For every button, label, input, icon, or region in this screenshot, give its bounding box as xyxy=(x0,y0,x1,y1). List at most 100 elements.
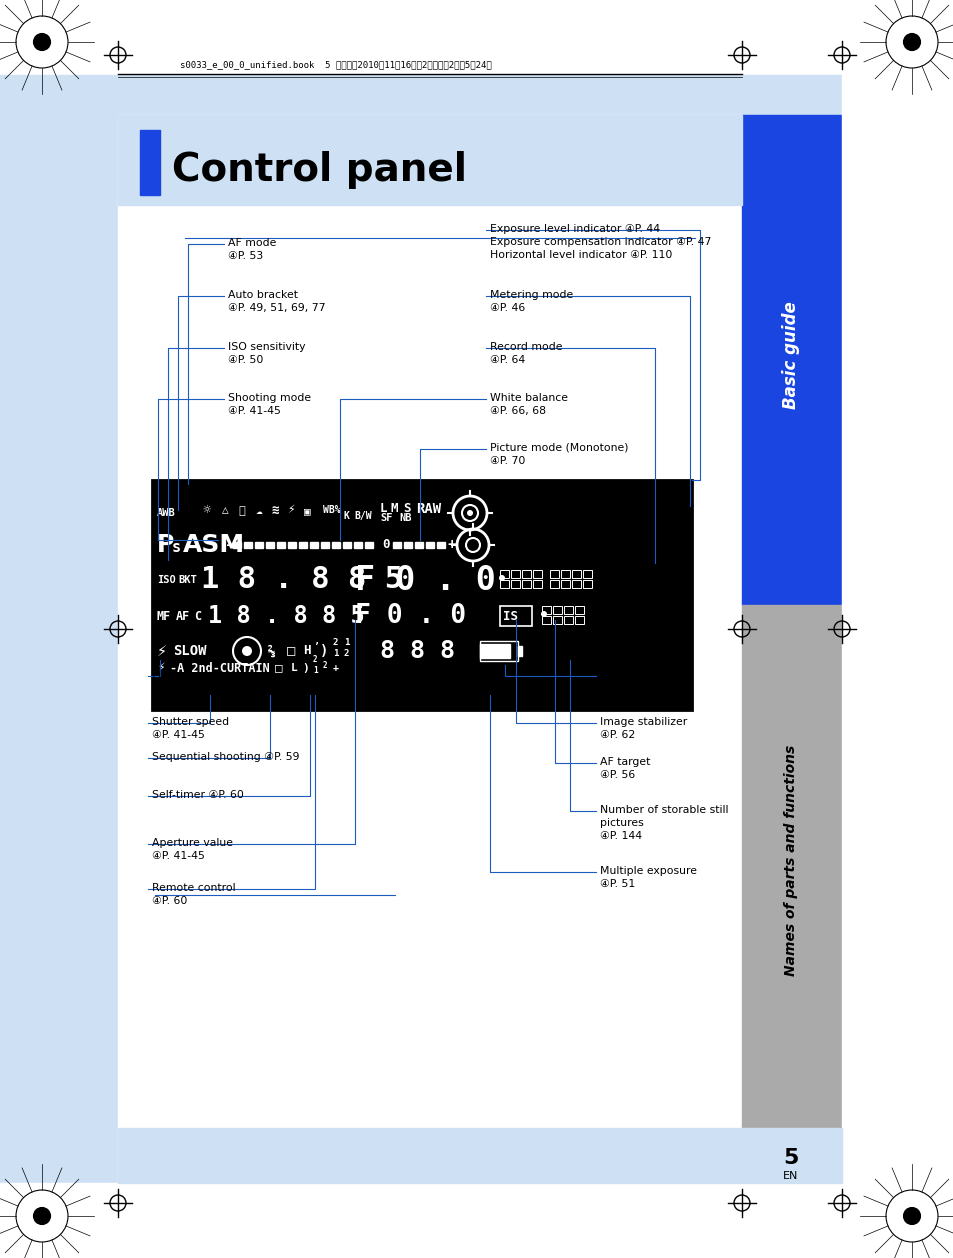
Text: ④P. 60: ④P. 60 xyxy=(152,896,187,906)
Bar xyxy=(541,616,551,624)
Bar xyxy=(572,570,580,577)
Bar xyxy=(298,542,307,548)
Text: H: H xyxy=(303,644,310,658)
Bar xyxy=(560,580,569,587)
Bar xyxy=(254,542,263,548)
Bar xyxy=(310,542,317,548)
Circle shape xyxy=(242,647,252,655)
Bar xyxy=(365,542,373,548)
Bar xyxy=(320,542,329,548)
Bar xyxy=(572,580,580,587)
Text: 1 8 . 8 8 5: 1 8 . 8 8 5 xyxy=(208,604,364,628)
Text: White balance: White balance xyxy=(490,392,567,403)
Circle shape xyxy=(902,1206,921,1225)
Bar xyxy=(541,606,551,614)
Text: M: M xyxy=(391,502,398,516)
Bar xyxy=(415,542,422,548)
Text: ④P. 41-45: ④P. 41-45 xyxy=(152,730,205,740)
Bar xyxy=(521,580,531,587)
Text: SF: SF xyxy=(379,513,392,523)
Text: △: △ xyxy=(222,504,229,515)
Text: Remote control: Remote control xyxy=(152,883,235,893)
Bar xyxy=(288,542,295,548)
Text: ▣: ▣ xyxy=(304,506,311,516)
Text: AF mode: AF mode xyxy=(228,238,276,248)
Text: ⚡: ⚡ xyxy=(157,662,164,674)
Bar xyxy=(521,570,531,577)
Bar xyxy=(582,580,592,587)
Text: 1
2: 1 2 xyxy=(344,638,349,658)
Text: □: □ xyxy=(274,662,282,674)
Bar xyxy=(553,616,561,624)
Text: ④P. 41-45: ④P. 41-45 xyxy=(228,406,280,416)
Bar xyxy=(332,542,339,548)
Bar xyxy=(0,0,953,75)
Text: ⚡: ⚡ xyxy=(157,642,167,660)
Bar xyxy=(426,542,434,548)
Text: ④P. 64: ④P. 64 xyxy=(490,355,525,365)
Text: F 0 . 0: F 0 . 0 xyxy=(355,603,466,629)
Text: ④P. 53: ④P. 53 xyxy=(228,252,263,260)
Text: ISO sensitivity: ISO sensitivity xyxy=(228,342,305,352)
Text: AF target: AF target xyxy=(599,757,650,767)
Text: ④P. 66, 68: ④P. 66, 68 xyxy=(490,406,545,416)
Text: BKT: BKT xyxy=(178,575,196,585)
Text: ): ) xyxy=(319,644,328,658)
Text: Shooting mode: Shooting mode xyxy=(228,392,311,403)
Text: SLOW: SLOW xyxy=(172,644,206,658)
Text: ASM: ASM xyxy=(183,533,245,557)
Text: ⅔: ⅔ xyxy=(268,644,275,658)
Text: Auto bracket: Auto bracket xyxy=(228,291,297,299)
Text: Multiple exposure: Multiple exposure xyxy=(599,866,697,876)
Text: ): ) xyxy=(302,663,309,673)
Text: 2
1: 2 1 xyxy=(333,638,338,658)
Text: ISO: ISO xyxy=(157,575,175,585)
Text: ʼ: ʼ xyxy=(314,642,319,652)
Circle shape xyxy=(498,575,504,581)
Text: ④P. 46: ④P. 46 xyxy=(490,303,525,313)
Text: K: K xyxy=(344,511,350,521)
Text: Basic guide: Basic guide xyxy=(781,301,800,409)
Text: ④P. 70: ④P. 70 xyxy=(490,455,525,465)
Text: Number of storable still: Number of storable still xyxy=(599,805,728,815)
Text: pictures: pictures xyxy=(599,818,643,828)
Text: ④P. 62: ④P. 62 xyxy=(599,730,635,740)
Bar xyxy=(563,616,573,624)
Bar xyxy=(244,542,252,548)
Bar xyxy=(118,1128,841,1183)
Bar xyxy=(553,606,561,614)
Text: P: P xyxy=(157,533,174,557)
Bar xyxy=(140,130,160,195)
Text: C: C xyxy=(193,609,201,623)
Text: Aperture value: Aperture value xyxy=(152,838,233,848)
Circle shape xyxy=(902,33,921,52)
Text: Horizontal level indicator ④P. 110: Horizontal level indicator ④P. 110 xyxy=(490,250,672,260)
Bar xyxy=(582,570,592,577)
Text: Exposure compensation indicator ④P. 47: Exposure compensation indicator ④P. 47 xyxy=(490,237,711,247)
Bar xyxy=(841,0,953,1258)
Circle shape xyxy=(32,1206,51,1225)
Text: 8 8 8: 8 8 8 xyxy=(379,639,455,663)
Text: IS: IS xyxy=(502,609,517,623)
Bar xyxy=(393,542,400,548)
Bar xyxy=(499,606,532,626)
Circle shape xyxy=(467,509,473,516)
Bar xyxy=(276,542,285,548)
Text: +: + xyxy=(333,663,338,673)
Text: WB%: WB% xyxy=(323,504,340,515)
Text: ④P. 144: ④P. 144 xyxy=(599,832,641,842)
Text: ④P. 73: ④P. 73 xyxy=(152,683,187,693)
Bar xyxy=(266,542,274,548)
Bar xyxy=(550,580,558,587)
Bar xyxy=(741,605,841,1167)
Text: Flash mode: Flash mode xyxy=(152,671,214,681)
Text: 2
1: 2 1 xyxy=(313,655,317,674)
Bar xyxy=(118,114,741,205)
Bar xyxy=(563,606,573,614)
Bar xyxy=(511,580,519,587)
Text: -: - xyxy=(225,538,233,552)
Text: EN: EN xyxy=(782,1171,798,1181)
Text: +: + xyxy=(448,538,456,552)
Bar xyxy=(233,542,241,548)
Bar xyxy=(354,542,361,548)
